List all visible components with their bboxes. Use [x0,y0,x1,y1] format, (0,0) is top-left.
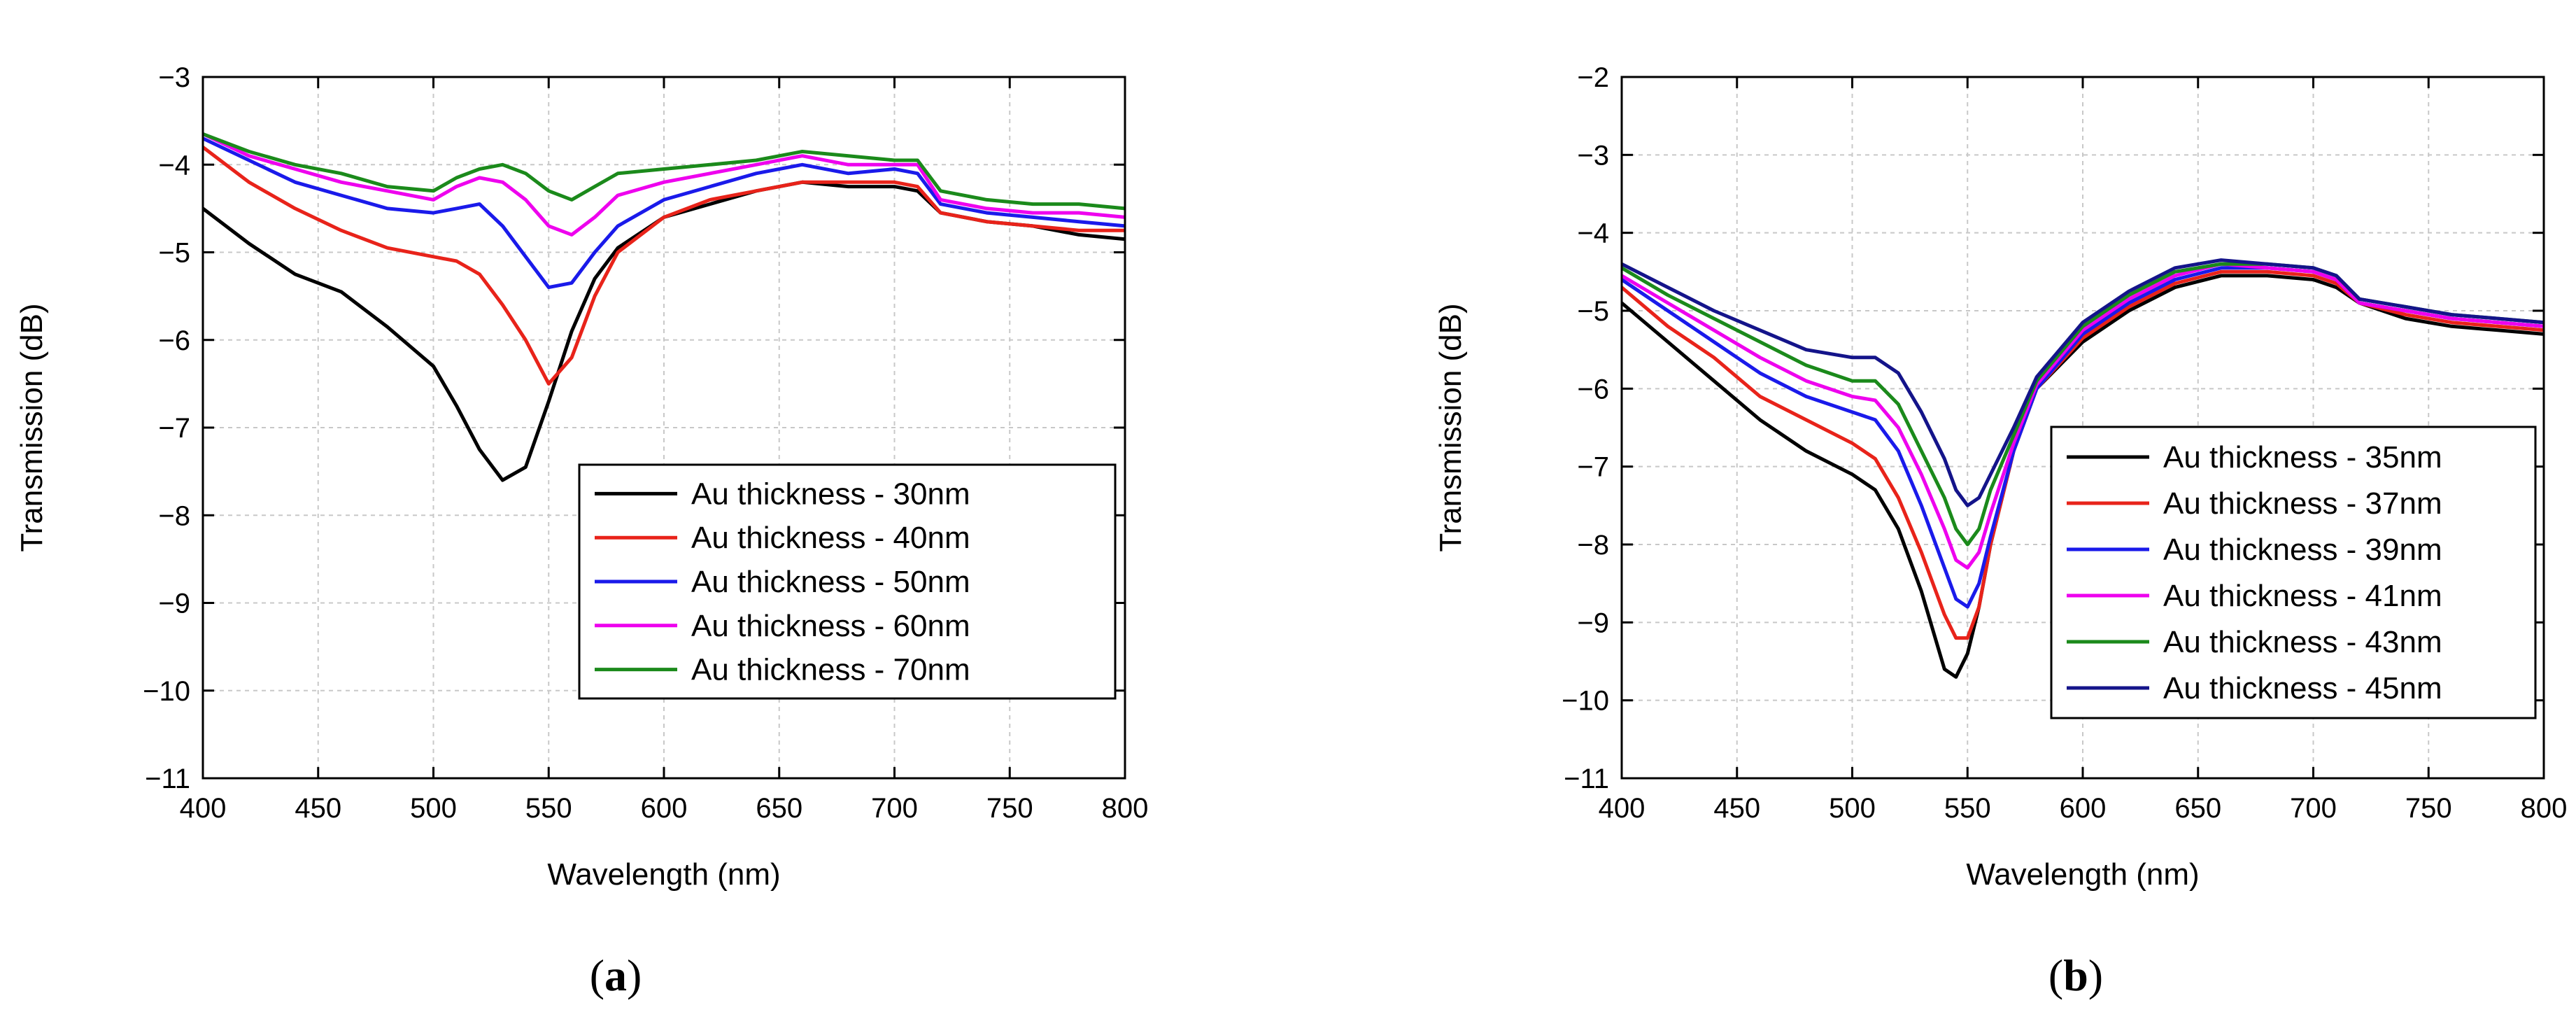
panel-label-close-paren: ) [627,950,642,1000]
x-tick-label: 800 [1102,793,1149,824]
y-tick-label: −5 [158,238,190,269]
x-tick-label: 700 [2290,793,2337,824]
y-axis-title: Transmission (dB) [1434,303,1468,551]
x-tick-label: 400 [180,793,227,824]
y-tick-label: −2 [1577,62,1609,93]
x-axis: 400 450 500 550 600 650 700 750 800 [1599,77,2568,824]
series-line-4 [1620,262,2545,570]
y-axis: −11 −10 −9 −8 −7 −6 −5 −4 −3 [143,62,1125,794]
series-line-6 [1620,258,2545,507]
x-tick-label: 750 [986,793,1033,824]
y-tick-label: −6 [1577,374,1609,405]
panel-a: 400 450 500 550 600 650 700 750 800−11−10−9−8−7−… [15,62,1148,1000]
x-tick-label: 550 [1944,793,1991,824]
x-tick-label: 650 [756,793,802,824]
panel-label-letter: a [604,950,627,1000]
y-tick-label: −3 [158,62,190,93]
legend-label: Au thickness - 60nm [691,609,970,643]
legend-label: Au thickness - 40nm [691,521,970,555]
y-tick-label: −9 [158,589,190,619]
x-axis-title: Wavelength (nm) [547,857,780,892]
legend: Au thickness - 30nm Au thickness - 40nm Au… [578,463,1117,700]
y-tick-label: −6 [158,325,190,356]
legend-label: Au thickness - 50nm [691,565,970,599]
y-tick-label: −7 [1577,452,1609,483]
x-tick-label: 650 [2174,793,2221,824]
legend-label: Au thickness - 45nm [2163,671,2442,705]
series-line-3 [201,136,1126,290]
y-tick-label: −9 [1577,607,1609,638]
legend-label: Au thickness - 43nm [2163,625,2442,659]
panel-label: (b) [2048,950,2103,1000]
x-tick-label: 400 [1599,793,1646,824]
x-axis: 400 450 500 550 600 650 700 750 800 [180,77,1149,824]
x-tick-label: 500 [410,793,457,824]
x-tick-label: 600 [2060,793,2107,824]
panel-b: 400 450 500 550 600 650 700 750 800−11−10−9−8−7−… [1434,62,2567,1000]
gridlines [1622,77,2544,778]
legend-label: Au thickness - 37nm [2163,486,2442,521]
panel-label-close-paren: ) [2088,950,2103,1000]
x-tick-label: 700 [871,793,918,824]
y-tick-label: −4 [158,150,190,181]
y-axis: −11 −10 −9 −8 −7 −6 −5 −4 −3 −2 [1562,62,2544,794]
y-tick-label: −11 [145,764,190,794]
panel-label-letter: b [2063,950,2088,1000]
y-tick-label: −11 [1564,764,1609,794]
x-tick-label: 550 [525,793,572,824]
legend-box [2050,426,2537,719]
legend-label: Au thickness - 35nm [2163,440,2442,475]
y-tick-label: −7 [158,413,190,444]
x-tick-label: 750 [2405,793,2452,824]
y-tick-label: −10 [143,676,190,707]
series-line-4 [201,132,1126,237]
legend-label: Au thickness - 41nm [2163,579,2442,613]
y-axis-title: Transmission (dB) [15,303,49,551]
gridlines [203,77,1125,778]
series-lines [1620,258,2545,679]
panel-label-open-paren: ( [590,950,604,1000]
y-tick-label: −3 [1577,140,1609,171]
series-line-2 [201,146,1125,386]
y-tick-label: −10 [1562,686,1609,717]
x-tick-label: 600 [641,793,688,824]
x-tick-label: 500 [1829,793,1876,824]
x-tick-label: 450 [1713,793,1760,824]
x-tick-label: 800 [2521,793,2568,824]
panel-label-open-paren: ( [2048,950,2063,1000]
series-lines [201,132,1126,482]
y-tick-label: −8 [158,500,190,531]
y-tick-label: −4 [1577,218,1609,249]
legend-label: Au thickness - 39nm [2163,533,2442,567]
y-tick-label: −8 [1577,530,1609,561]
panel-label: (a) [590,950,642,1000]
legend-label: Au thickness - 30nm [691,477,970,511]
x-axis-title: Wavelength (nm) [1966,857,2199,892]
series-line-5 [202,132,1126,211]
legend-label: Au thickness - 70nm [691,653,970,687]
x-tick-label: 450 [295,793,341,824]
legend: Au thickness - 35nm Au thickness - 37nm Au… [2050,426,2537,719]
y-tick-label: −5 [1577,296,1609,327]
